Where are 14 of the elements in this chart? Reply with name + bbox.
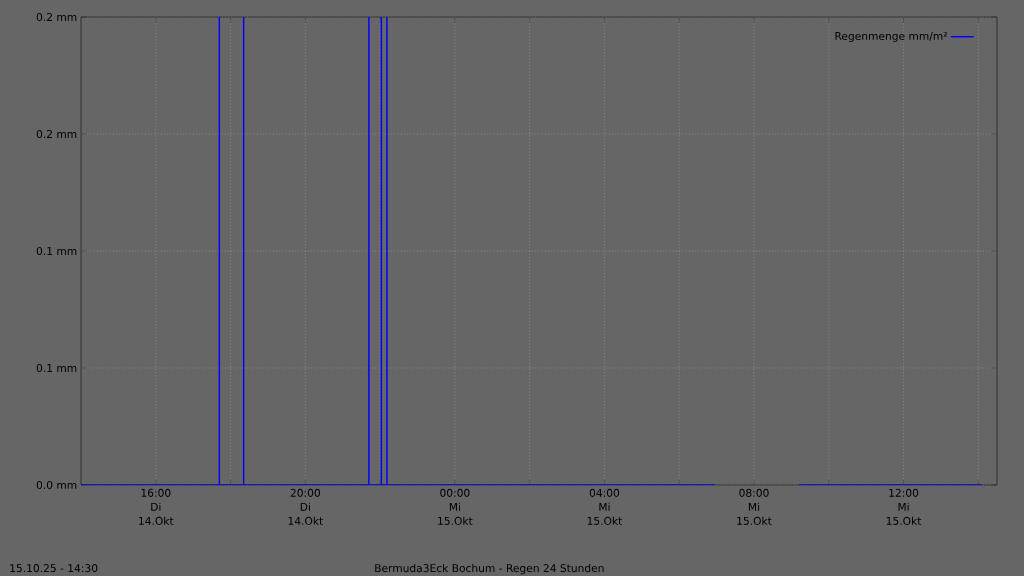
x-tick-label: 20:00 Di 14.Okt <box>288 488 323 525</box>
x-tick-label: 16:00 Di 14.Okt <box>139 488 174 525</box>
y-tick-label: 0.1 mm <box>36 364 77 373</box>
x-tick-label: 00:00 Mi 15.Okt <box>438 488 473 525</box>
y-tick-label: 0.2 mm <box>36 13 77 22</box>
x-tick-label: 12:00 Mi 15.Okt <box>886 488 922 525</box>
legend-label: Regenmenge mm/m² <box>835 32 947 43</box>
y-tick-label: 0.1 mm <box>36 247 77 256</box>
y-tick-label: 0.2 mm <box>36 130 77 139</box>
y-tick-label: 0.0 mm <box>36 481 77 490</box>
x-tick-label: 04:00 Mi 15.Okt <box>587 488 623 525</box>
text: 15.10.25 - 14:30 <box>10 564 98 573</box>
text: Bermuda3Eck Bochum - Regen 24 Stunden <box>375 564 604 575</box>
x-tick-label: 08:00 Mi 15.Okt <box>737 488 772 525</box>
